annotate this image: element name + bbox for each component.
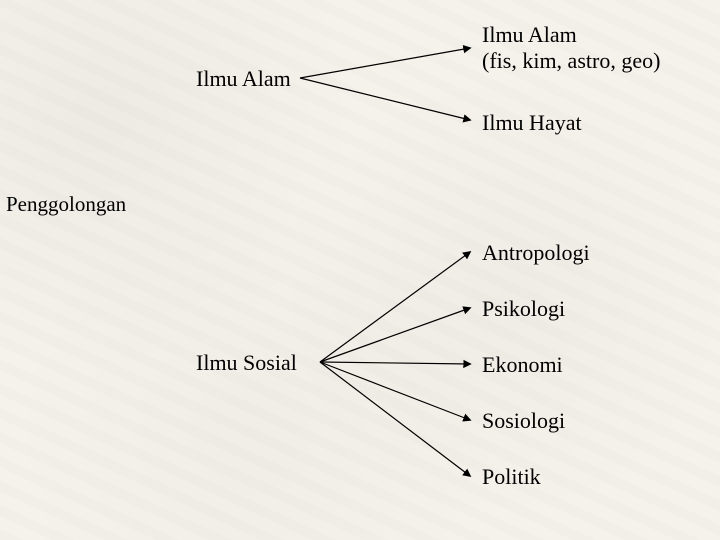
- connector-lines: [0, 0, 720, 540]
- node-root: Penggolongan: [6, 192, 126, 217]
- node-antropologi: Antropologi: [482, 240, 590, 266]
- node-ilmu-alam-sub: Ilmu Alam (fis, kim, astro, geo): [482, 22, 660, 75]
- node-psikologi: Psikologi: [482, 296, 565, 322]
- node-ilmu-alam: Ilmu Alam: [196, 66, 291, 92]
- node-sosiologi: Sosiologi: [482, 408, 565, 434]
- node-ekonomi: Ekonomi: [482, 352, 563, 378]
- node-politik: Politik: [482, 464, 541, 490]
- node-ilmu-sosial: Ilmu Sosial: [196, 350, 297, 376]
- node-ilmu-hayat: Ilmu Hayat: [482, 110, 582, 136]
- diagram-stage: Penggolongan Ilmu Alam Ilmu Sosial Ilmu …: [0, 0, 720, 540]
